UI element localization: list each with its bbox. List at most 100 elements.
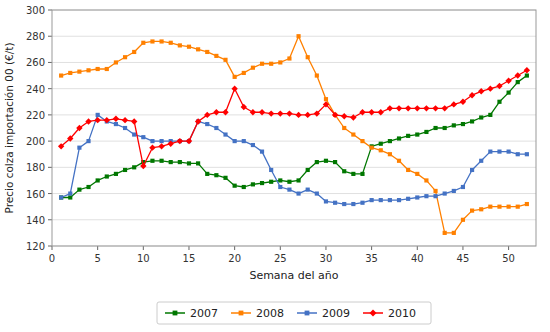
point bbox=[414, 105, 420, 111]
point bbox=[406, 197, 410, 201]
y-tick-label: 280 bbox=[26, 31, 45, 42]
point bbox=[204, 112, 210, 118]
y-tick bbox=[48, 36, 52, 37]
point bbox=[260, 181, 264, 185]
point bbox=[96, 67, 100, 71]
y-tick-label: 300 bbox=[26, 5, 45, 16]
legend-label: 2010 bbox=[388, 307, 416, 320]
series bbox=[59, 34, 529, 235]
point bbox=[324, 159, 328, 163]
point bbox=[424, 194, 428, 198]
point bbox=[397, 136, 401, 140]
point bbox=[415, 172, 419, 176]
point bbox=[131, 118, 137, 124]
point bbox=[140, 163, 146, 169]
point bbox=[260, 150, 264, 154]
series bbox=[59, 73, 529, 199]
point bbox=[433, 189, 437, 193]
point bbox=[114, 60, 118, 64]
point bbox=[250, 109, 256, 115]
point bbox=[488, 205, 492, 209]
point bbox=[68, 195, 72, 199]
point bbox=[59, 195, 63, 199]
point bbox=[497, 100, 501, 104]
point bbox=[479, 159, 483, 163]
point bbox=[351, 172, 355, 176]
point bbox=[149, 144, 155, 150]
x-tick bbox=[371, 246, 372, 250]
point bbox=[368, 109, 374, 115]
point bbox=[423, 105, 429, 111]
point bbox=[388, 139, 392, 143]
point bbox=[114, 122, 118, 126]
point bbox=[360, 172, 364, 176]
chart: 1201401601802002202402602803000510152025… bbox=[0, 0, 550, 332]
point bbox=[123, 168, 127, 172]
point bbox=[451, 101, 457, 107]
point bbox=[295, 112, 301, 118]
point bbox=[360, 201, 364, 205]
point bbox=[341, 113, 347, 119]
x-tick-label: 35 bbox=[365, 253, 378, 264]
y-tick bbox=[48, 246, 52, 247]
x-tick-label: 0 bbox=[49, 253, 55, 264]
point bbox=[105, 67, 109, 71]
point bbox=[516, 152, 520, 156]
point bbox=[205, 172, 209, 176]
point bbox=[478, 88, 484, 94]
point bbox=[96, 178, 100, 182]
y-tick-label: 200 bbox=[26, 136, 45, 147]
x-tick bbox=[188, 246, 189, 250]
point bbox=[77, 188, 81, 192]
point bbox=[406, 134, 410, 138]
point bbox=[397, 159, 401, 163]
point bbox=[85, 118, 91, 124]
point bbox=[105, 174, 109, 178]
point bbox=[469, 92, 475, 98]
grid-line bbox=[52, 36, 536, 37]
point bbox=[278, 178, 282, 182]
point bbox=[214, 126, 218, 130]
point bbox=[324, 199, 328, 203]
point bbox=[296, 178, 300, 182]
y-tick-label: 160 bbox=[26, 189, 45, 200]
point bbox=[441, 105, 447, 111]
point bbox=[58, 143, 64, 149]
point bbox=[359, 109, 365, 115]
plot-frame bbox=[52, 10, 536, 246]
grid-line bbox=[52, 141, 536, 142]
point bbox=[141, 41, 145, 45]
y-tick bbox=[48, 62, 52, 63]
point bbox=[168, 141, 174, 147]
point bbox=[379, 198, 383, 202]
point bbox=[507, 150, 511, 154]
point bbox=[269, 168, 273, 172]
point bbox=[461, 218, 465, 222]
point bbox=[187, 161, 191, 165]
x-tick-label: 45 bbox=[457, 253, 470, 264]
series-line bbox=[61, 36, 527, 233]
point bbox=[487, 85, 493, 91]
point bbox=[160, 39, 164, 43]
point bbox=[443, 191, 447, 195]
point bbox=[233, 139, 237, 143]
point bbox=[433, 194, 437, 198]
point bbox=[86, 68, 90, 72]
point bbox=[178, 160, 182, 164]
point bbox=[223, 176, 227, 180]
point bbox=[195, 118, 201, 124]
x-tick bbox=[97, 246, 98, 250]
point bbox=[333, 201, 337, 205]
point bbox=[378, 109, 384, 115]
point bbox=[186, 138, 192, 144]
point bbox=[141, 135, 145, 139]
y-tick bbox=[48, 141, 52, 142]
point bbox=[278, 185, 282, 189]
point bbox=[278, 60, 282, 64]
point bbox=[123, 55, 127, 59]
point bbox=[306, 188, 310, 192]
x-tick bbox=[143, 246, 144, 250]
point bbox=[406, 168, 410, 172]
point bbox=[470, 209, 474, 213]
y-tick-label: 120 bbox=[26, 241, 45, 252]
